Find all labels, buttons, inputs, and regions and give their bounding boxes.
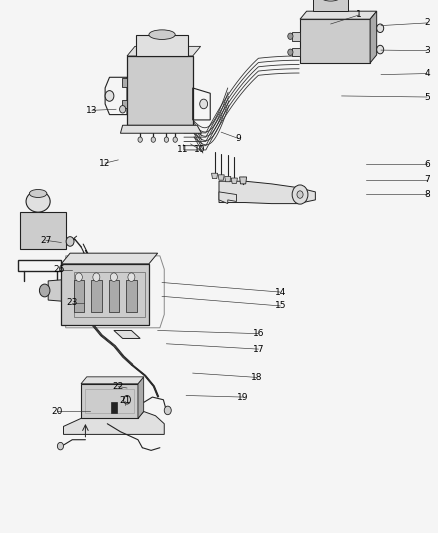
Polygon shape [218, 175, 224, 180]
Circle shape [124, 395, 131, 404]
Circle shape [105, 91, 114, 101]
Text: 12: 12 [99, 159, 111, 167]
Bar [85, 389, 134, 413]
Text: 21: 21 [119, 397, 131, 405]
Polygon shape [74, 280, 84, 312]
Circle shape [93, 273, 100, 281]
Polygon shape [138, 377, 144, 418]
Polygon shape [127, 56, 193, 125]
Text: 27: 27 [40, 236, 52, 245]
Polygon shape [126, 280, 137, 312]
Circle shape [297, 191, 303, 198]
Text: 9: 9 [236, 134, 242, 143]
Circle shape [120, 106, 126, 113]
Polygon shape [48, 280, 61, 301]
Polygon shape [64, 411, 164, 434]
Text: 4: 4 [424, 69, 430, 78]
Circle shape [292, 185, 308, 204]
Polygon shape [300, 19, 370, 63]
Polygon shape [292, 32, 300, 41]
Circle shape [200, 99, 208, 109]
Text: 23: 23 [67, 298, 78, 307]
Polygon shape [127, 46, 201, 56]
Polygon shape [109, 280, 119, 312]
Polygon shape [231, 178, 237, 183]
Ellipse shape [29, 189, 47, 197]
Text: 6: 6 [424, 160, 430, 168]
Text: 2: 2 [424, 19, 430, 27]
Polygon shape [81, 377, 144, 384]
Circle shape [288, 33, 293, 39]
Text: 1: 1 [356, 11, 362, 19]
Text: 20: 20 [51, 407, 63, 416]
Text: 5: 5 [424, 93, 430, 101]
Ellipse shape [149, 30, 175, 39]
Polygon shape [20, 212, 66, 249]
Polygon shape [122, 78, 127, 87]
Circle shape [138, 137, 142, 142]
Circle shape [151, 137, 155, 142]
Circle shape [377, 24, 384, 33]
Text: 10: 10 [194, 145, 205, 154]
Polygon shape [91, 280, 102, 312]
Polygon shape [122, 100, 127, 108]
Text: 11: 11 [177, 145, 189, 154]
Circle shape [288, 49, 293, 55]
Circle shape [128, 273, 135, 281]
Polygon shape [219, 181, 315, 204]
Polygon shape [240, 177, 247, 184]
Ellipse shape [322, 0, 339, 1]
Polygon shape [225, 176, 231, 182]
Text: 18: 18 [251, 373, 262, 382]
Polygon shape [313, 0, 348, 11]
Circle shape [75, 273, 82, 281]
Circle shape [39, 284, 50, 297]
Polygon shape [114, 330, 140, 338]
Text: 3: 3 [424, 46, 430, 55]
Ellipse shape [26, 191, 50, 212]
Polygon shape [120, 125, 201, 133]
Polygon shape [61, 264, 149, 325]
Text: 15: 15 [275, 302, 286, 310]
Text: 22: 22 [113, 382, 124, 391]
Polygon shape [212, 173, 218, 179]
Text: 19: 19 [237, 393, 249, 401]
Polygon shape [81, 384, 138, 418]
Circle shape [173, 137, 177, 142]
Circle shape [66, 237, 74, 246]
Polygon shape [111, 402, 117, 413]
Circle shape [164, 137, 169, 142]
Polygon shape [136, 35, 188, 56]
Text: 16: 16 [253, 329, 264, 338]
Polygon shape [61, 253, 158, 264]
Polygon shape [300, 11, 377, 19]
Text: 17: 17 [253, 345, 264, 353]
Text: 26: 26 [53, 265, 65, 274]
Circle shape [164, 406, 171, 415]
Text: 8: 8 [424, 190, 430, 198]
Polygon shape [292, 48, 300, 56]
Text: 13: 13 [86, 106, 98, 115]
Circle shape [110, 273, 117, 281]
Circle shape [377, 45, 384, 54]
Polygon shape [370, 11, 377, 63]
Polygon shape [219, 192, 237, 204]
Text: 14: 14 [275, 288, 286, 296]
Text: 7: 7 [424, 175, 430, 184]
Circle shape [57, 442, 64, 450]
